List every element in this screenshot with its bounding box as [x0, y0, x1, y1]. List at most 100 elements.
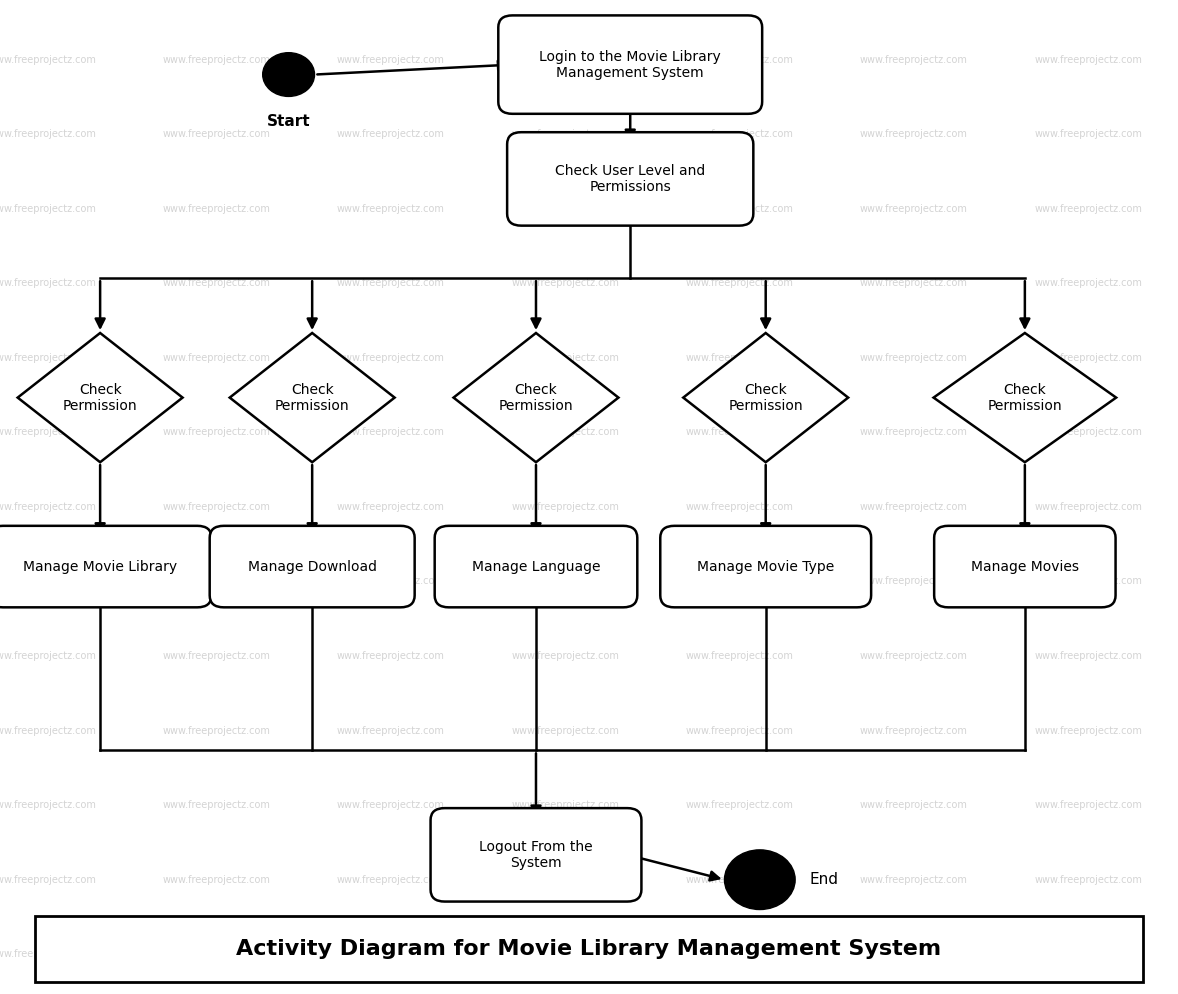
Text: www.freeprojectz.com: www.freeprojectz.com: [860, 129, 968, 139]
Text: www.freeprojectz.com: www.freeprojectz.com: [163, 427, 271, 437]
Text: www.freeprojectz.com: www.freeprojectz.com: [1034, 427, 1143, 437]
Text: www.freeprojectz.com: www.freeprojectz.com: [511, 949, 620, 959]
FancyBboxPatch shape: [0, 526, 212, 607]
Text: www.freeprojectz.com: www.freeprojectz.com: [163, 204, 271, 214]
Text: www.freeprojectz.com: www.freeprojectz.com: [337, 875, 445, 885]
Text: www.freeprojectz.com: www.freeprojectz.com: [686, 129, 794, 139]
Text: Check
Permission: Check Permission: [498, 383, 574, 413]
Circle shape: [263, 53, 315, 96]
Circle shape: [724, 850, 795, 910]
Text: www.freeprojectz.com: www.freeprojectz.com: [686, 875, 794, 885]
Text: www.freeprojectz.com: www.freeprojectz.com: [511, 875, 620, 885]
Text: www.freeprojectz.com: www.freeprojectz.com: [337, 204, 445, 214]
Text: www.freeprojectz.com: www.freeprojectz.com: [511, 800, 620, 810]
Text: www.freeprojectz.com: www.freeprojectz.com: [1034, 278, 1143, 288]
Text: www.freeprojectz.com: www.freeprojectz.com: [686, 800, 794, 810]
Text: www.freeprojectz.com: www.freeprojectz.com: [686, 427, 794, 437]
Text: www.freeprojectz.com: www.freeprojectz.com: [0, 949, 97, 959]
Text: www.freeprojectz.com: www.freeprojectz.com: [511, 427, 620, 437]
Text: Check User Level and
Permissions: Check User Level and Permissions: [555, 164, 706, 194]
Text: www.freeprojectz.com: www.freeprojectz.com: [337, 427, 445, 437]
Text: www.freeprojectz.com: www.freeprojectz.com: [511, 129, 620, 139]
Text: Manage Language: Manage Language: [471, 560, 601, 574]
Text: www.freeprojectz.com: www.freeprojectz.com: [686, 278, 794, 288]
Text: Check
Permission: Check Permission: [728, 383, 803, 413]
Text: www.freeprojectz.com: www.freeprojectz.com: [1034, 353, 1143, 363]
Text: www.freeprojectz.com: www.freeprojectz.com: [0, 204, 97, 214]
Text: www.freeprojectz.com: www.freeprojectz.com: [0, 55, 97, 65]
Text: www.freeprojectz.com: www.freeprojectz.com: [860, 800, 968, 810]
Text: www.freeprojectz.com: www.freeprojectz.com: [860, 577, 968, 586]
Text: www.freeprojectz.com: www.freeprojectz.com: [163, 726, 271, 736]
Text: www.freeprojectz.com: www.freeprojectz.com: [0, 129, 97, 139]
Text: www.freeprojectz.com: www.freeprojectz.com: [163, 651, 271, 661]
Text: www.freeprojectz.com: www.freeprojectz.com: [1034, 502, 1143, 512]
Text: Logout From the
System: Logout From the System: [479, 840, 593, 870]
Text: www.freeprojectz.com: www.freeprojectz.com: [511, 651, 620, 661]
Text: www.freeprojectz.com: www.freeprojectz.com: [860, 875, 968, 885]
Text: www.freeprojectz.com: www.freeprojectz.com: [860, 726, 968, 736]
Text: www.freeprojectz.com: www.freeprojectz.com: [163, 800, 271, 810]
Text: www.freeprojectz.com: www.freeprojectz.com: [0, 502, 97, 512]
FancyBboxPatch shape: [660, 526, 872, 607]
Text: www.freeprojectz.com: www.freeprojectz.com: [686, 204, 794, 214]
Text: www.freeprojectz.com: www.freeprojectz.com: [1034, 726, 1143, 736]
Text: www.freeprojectz.com: www.freeprojectz.com: [337, 129, 445, 139]
Text: www.freeprojectz.com: www.freeprojectz.com: [1034, 875, 1143, 885]
FancyBboxPatch shape: [210, 526, 415, 607]
Text: www.freeprojectz.com: www.freeprojectz.com: [1034, 651, 1143, 661]
Text: Check
Permission: Check Permission: [987, 383, 1063, 413]
Text: www.freeprojectz.com: www.freeprojectz.com: [1034, 577, 1143, 586]
Text: Manage Download: Manage Download: [247, 560, 377, 574]
Text: www.freeprojectz.com: www.freeprojectz.com: [337, 800, 445, 810]
Text: www.freeprojectz.com: www.freeprojectz.com: [1034, 204, 1143, 214]
FancyBboxPatch shape: [498, 15, 762, 113]
Text: www.freeprojectz.com: www.freeprojectz.com: [0, 875, 97, 885]
Text: Check
Permission: Check Permission: [62, 383, 138, 413]
Text: www.freeprojectz.com: www.freeprojectz.com: [163, 55, 271, 65]
Text: www.freeprojectz.com: www.freeprojectz.com: [1034, 55, 1143, 65]
Text: www.freeprojectz.com: www.freeprojectz.com: [0, 353, 97, 363]
Text: Start: Start: [266, 114, 311, 129]
Polygon shape: [18, 333, 183, 462]
Text: www.freeprojectz.com: www.freeprojectz.com: [1034, 800, 1143, 810]
Text: Manage Movie Library: Manage Movie Library: [24, 560, 177, 574]
Text: www.freeprojectz.com: www.freeprojectz.com: [0, 577, 97, 586]
Text: Check
Permission: Check Permission: [274, 383, 350, 413]
Text: www.freeprojectz.com: www.freeprojectz.com: [337, 651, 445, 661]
Text: www.freeprojectz.com: www.freeprojectz.com: [337, 577, 445, 586]
Text: www.freeprojectz.com: www.freeprojectz.com: [0, 427, 97, 437]
Text: www.freeprojectz.com: www.freeprojectz.com: [0, 651, 97, 661]
Text: www.freeprojectz.com: www.freeprojectz.com: [163, 875, 271, 885]
FancyBboxPatch shape: [35, 916, 1143, 982]
Text: www.freeprojectz.com: www.freeprojectz.com: [686, 726, 794, 736]
Text: www.freeprojectz.com: www.freeprojectz.com: [163, 129, 271, 139]
Text: www.freeprojectz.com: www.freeprojectz.com: [860, 55, 968, 65]
FancyBboxPatch shape: [934, 526, 1116, 607]
Text: www.freeprojectz.com: www.freeprojectz.com: [511, 55, 620, 65]
Text: www.freeprojectz.com: www.freeprojectz.com: [337, 949, 445, 959]
Text: www.freeprojectz.com: www.freeprojectz.com: [860, 278, 968, 288]
Text: www.freeprojectz.com: www.freeprojectz.com: [686, 651, 794, 661]
Text: www.freeprojectz.com: www.freeprojectz.com: [163, 577, 271, 586]
Polygon shape: [933, 333, 1117, 462]
Text: www.freeprojectz.com: www.freeprojectz.com: [337, 726, 445, 736]
Text: www.freeprojectz.com: www.freeprojectz.com: [1034, 129, 1143, 139]
Text: www.freeprojectz.com: www.freeprojectz.com: [337, 278, 445, 288]
Text: www.freeprojectz.com: www.freeprojectz.com: [0, 800, 97, 810]
FancyBboxPatch shape: [507, 132, 754, 226]
Text: www.freeprojectz.com: www.freeprojectz.com: [686, 502, 794, 512]
Text: www.freeprojectz.com: www.freeprojectz.com: [163, 502, 271, 512]
Polygon shape: [683, 333, 848, 462]
Text: www.freeprojectz.com: www.freeprojectz.com: [511, 502, 620, 512]
Text: www.freeprojectz.com: www.freeprojectz.com: [511, 726, 620, 736]
Text: www.freeprojectz.com: www.freeprojectz.com: [686, 353, 794, 363]
FancyBboxPatch shape: [435, 526, 637, 607]
Text: www.freeprojectz.com: www.freeprojectz.com: [163, 949, 271, 959]
Text: www.freeprojectz.com: www.freeprojectz.com: [163, 353, 271, 363]
Text: www.freeprojectz.com: www.freeprojectz.com: [686, 949, 794, 959]
Text: www.freeprojectz.com: www.freeprojectz.com: [511, 204, 620, 214]
Text: www.freeprojectz.com: www.freeprojectz.com: [337, 353, 445, 363]
Text: Manage Movie Type: Manage Movie Type: [697, 560, 834, 574]
Text: www.freeprojectz.com: www.freeprojectz.com: [511, 278, 620, 288]
